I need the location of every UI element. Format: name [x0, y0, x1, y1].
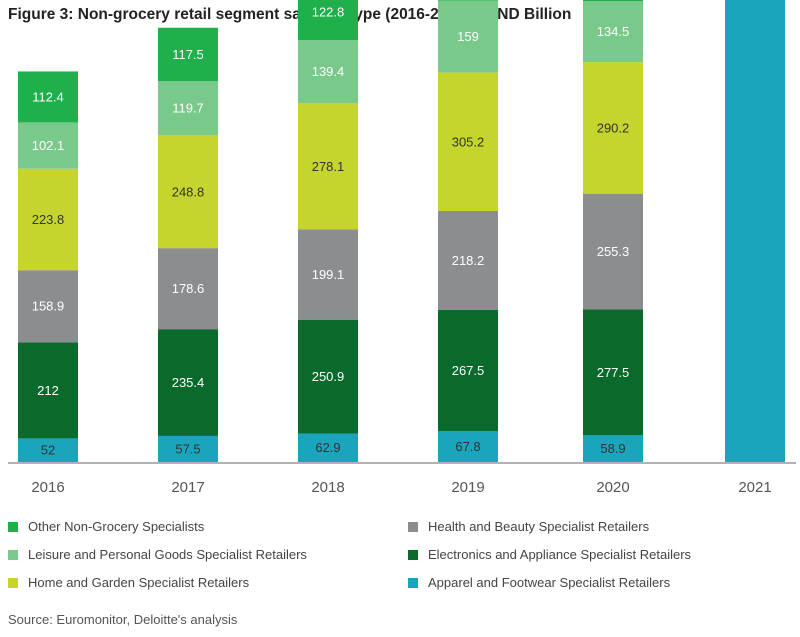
legend-label: Home and Garden Specialist Retailers: [28, 575, 250, 590]
bar-segment: [583, 0, 643, 2]
data-label: 112.4: [32, 89, 64, 104]
bar-segment: [298, 40, 358, 104]
data-label: 57.5: [175, 441, 200, 456]
data-label: 250.9: [312, 369, 345, 384]
bar-segment: [583, 1, 643, 63]
bar-segment: [18, 71, 78, 123]
legend-item: Electronics and Appliance Specialist Ret…: [408, 547, 691, 562]
chart-title: Figure 3: Non-grocery retail segment sal…: [8, 6, 572, 23]
legend-swatch: [8, 549, 18, 560]
bar-segment: [298, 229, 358, 320]
bar-segment: [158, 27, 218, 82]
x-tick-label: 2020: [596, 479, 629, 496]
legend-swatch: [8, 577, 18, 588]
legend-swatch: [408, 577, 418, 588]
bar-segment: [18, 342, 78, 439]
data-label: 139.4: [312, 64, 345, 79]
legend-swatch: [408, 549, 418, 560]
data-label: 218.2: [452, 253, 485, 268]
legend-item: Apparel and Footwear Specialist Retailer…: [408, 575, 670, 590]
data-label: 122.8: [312, 5, 345, 20]
legend-item: Health and Beauty Specialist Retailers: [408, 519, 649, 534]
data-label: 278.1: [312, 159, 345, 174]
legend-label: Leisure and Personal Goods Specialist Re…: [28, 547, 307, 562]
data-label: 212: [37, 383, 59, 398]
data-label: 52: [41, 443, 55, 458]
legend-label: Electronics and Appliance Specialist Ret…: [428, 547, 692, 562]
data-label: 255.3: [597, 244, 630, 259]
legend-label: Apparel and Footwear Specialist Retailer…: [428, 575, 671, 590]
data-label: 223.8: [32, 212, 65, 227]
data-label: 134.5: [597, 24, 630, 39]
data-label: 277.5: [597, 365, 630, 380]
data-label: 67.8: [455, 439, 480, 454]
legend-label: Other Non-Grocery Specialists: [28, 519, 205, 534]
bar-segment: [438, 0, 498, 73]
bar-segment: [158, 435, 218, 462]
bar-segment: [583, 62, 643, 194]
bar-segment: [725, 0, 785, 462]
data-label: 62.9: [315, 440, 340, 455]
data-label: 305.2: [452, 134, 485, 149]
x-tick-label: 2019: [451, 479, 484, 496]
bar-segment: [18, 168, 78, 271]
x-tick-label: 2021: [738, 479, 771, 496]
data-label: 58.9: [600, 441, 625, 456]
x-tick-label: 2017: [171, 479, 204, 496]
stacked-bar-chart: 52 212 158.9 223.8 102.1 112.4 2016 57.5 235.4 17…: [8, 0, 796, 496]
bar-segment: [18, 270, 78, 343]
data-label: 158.9: [32, 299, 65, 314]
data-label: 290.2: [597, 120, 630, 135]
data-label: 267.5: [452, 363, 485, 378]
bar-segment: [298, 0, 358, 41]
bar-segment: [158, 81, 218, 136]
bar-segment: [583, 309, 643, 436]
bar-segment: [298, 103, 358, 230]
bar-segment: [158, 329, 218, 436]
data-label: 159: [457, 29, 479, 44]
bar-segment: [438, 431, 498, 462]
data-label: 117.5: [172, 47, 204, 62]
bar-segment: [583, 435, 643, 462]
x-tick-label: 2018: [311, 479, 344, 496]
bar-segment: [438, 72, 498, 211]
legend-item: Home and Garden Specialist Retailers: [8, 575, 249, 590]
source-note: Source: Euromonitor, Deloitte's analysis: [8, 612, 238, 627]
legend-swatch: [8, 521, 18, 532]
bar-segment: [438, 210, 498, 310]
data-label: 199.1: [312, 267, 345, 282]
bar-segment: [158, 248, 218, 330]
bar-segment: [18, 122, 78, 169]
bar-segment: [298, 433, 358, 462]
data-label: 235.4: [172, 375, 205, 390]
x-tick-label: 2016: [31, 479, 64, 496]
data-label: 119.7: [172, 101, 204, 116]
legend-item: Leisure and Personal Goods Specialist Re…: [8, 547, 307, 562]
data-label: 102.1: [32, 138, 65, 153]
data-label: 178.6: [172, 281, 205, 296]
data-label: 248.8: [172, 184, 205, 199]
legend-label: Health and Beauty Specialist Retailers: [428, 519, 650, 534]
legend-item: Other Non-Grocery Specialists: [8, 519, 204, 534]
bar-segment: [583, 193, 643, 310]
bar-segment: [298, 319, 358, 434]
legend-swatch: [408, 521, 418, 532]
bar-segment: [158, 135, 218, 249]
bar-segment: [438, 309, 498, 432]
bar-segment: [18, 438, 78, 462]
